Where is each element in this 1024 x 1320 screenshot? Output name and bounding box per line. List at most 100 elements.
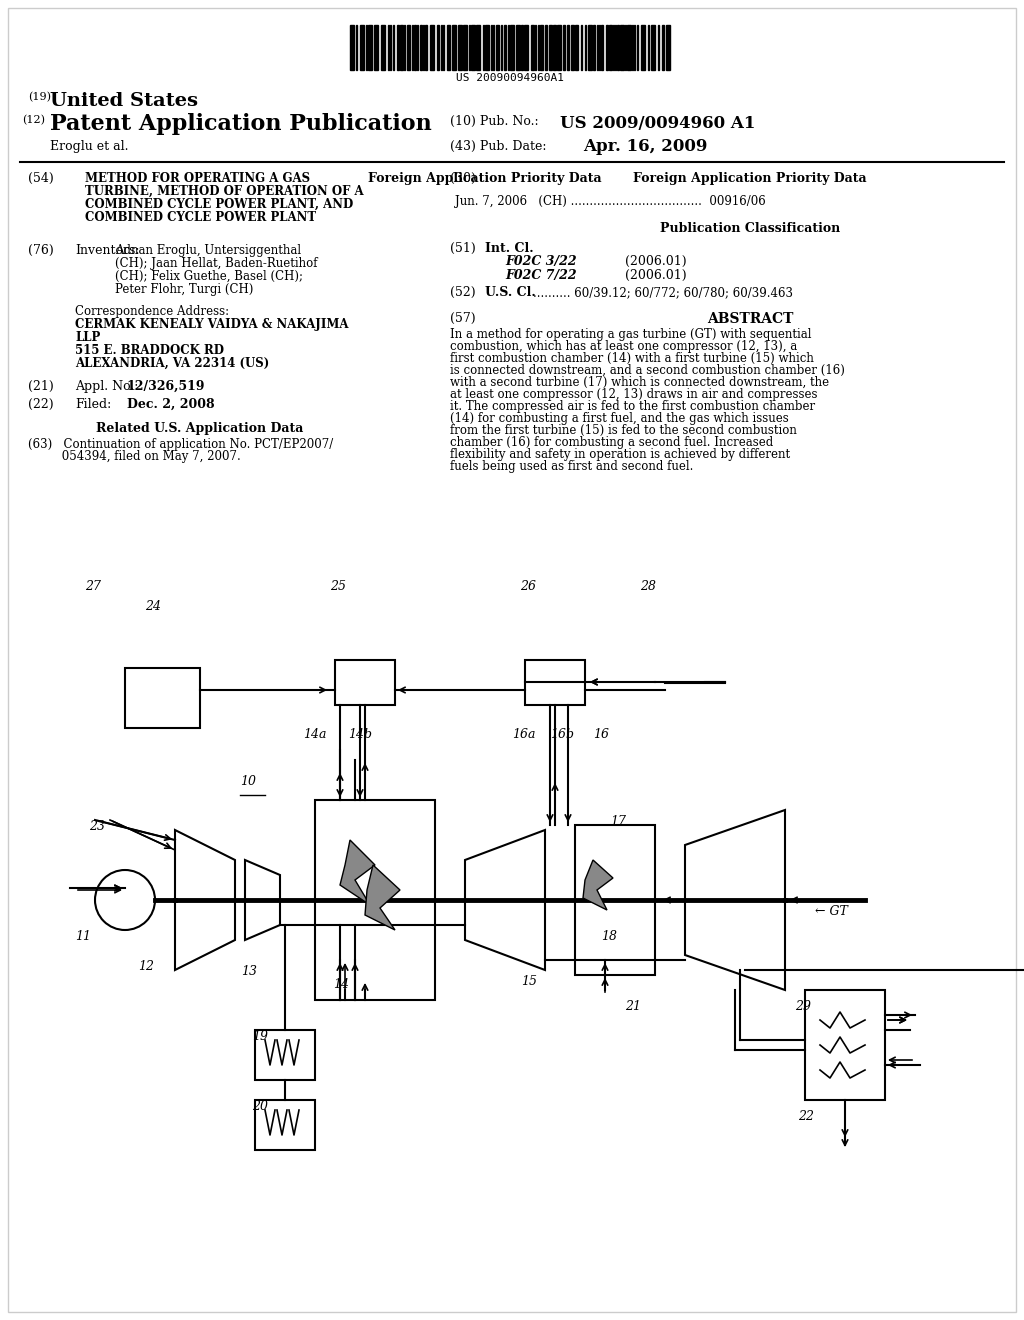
Text: US 20090094960A1: US 20090094960A1 (456, 73, 564, 83)
Bar (436, 25, 439, 70)
Bar (588, 25, 592, 70)
Bar (400, 25, 402, 70)
Bar (374, 25, 378, 70)
Text: 22: 22 (798, 1110, 814, 1123)
Bar (549, 25, 552, 70)
Bar (566, 25, 569, 70)
Bar (463, 25, 467, 70)
Text: US 2009/0094960 A1: US 2009/0094960 A1 (560, 115, 756, 132)
Bar (350, 25, 354, 70)
Text: Dec. 2, 2008: Dec. 2, 2008 (127, 399, 215, 411)
Text: 25: 25 (330, 579, 346, 593)
Text: 13: 13 (241, 965, 257, 978)
Text: Apr. 16, 2009: Apr. 16, 2009 (583, 139, 708, 154)
Bar (447, 25, 450, 70)
Bar (504, 25, 506, 70)
Bar (255, 1030, 315, 1080)
Text: (2006.01): (2006.01) (625, 269, 687, 282)
Text: is connected downstream, and a second combustion chamber (16): is connected downstream, and a second co… (450, 364, 845, 378)
Bar (525, 660, 585, 705)
Text: flexibility and safety in operation is achieved by different: flexibility and safety in operation is a… (450, 447, 791, 461)
Text: 12/326,519: 12/326,519 (127, 380, 206, 393)
Bar (368, 25, 372, 70)
Bar (540, 25, 543, 70)
Bar (562, 25, 565, 70)
Bar (617, 25, 618, 70)
Text: 28: 28 (640, 579, 656, 593)
Text: (10) Pub. No.:: (10) Pub. No.: (450, 115, 539, 128)
Text: ABSTRACT: ABSTRACT (707, 312, 794, 326)
Text: 26: 26 (520, 579, 536, 593)
Text: Foreign Application Priority Data: Foreign Application Priority Data (369, 172, 602, 185)
Text: .......... 60/39.12; 60/772; 60/780; 60/39.463: .......... 60/39.12; 60/772; 60/780; 60/… (534, 286, 793, 300)
Text: (14) for combusting a first fuel, and the gas which issues: (14) for combusting a first fuel, and th… (450, 412, 788, 425)
Text: Adnan Eroglu, Untersiggenthal: Adnan Eroglu, Untersiggenthal (115, 244, 301, 257)
Text: COMBINED CYCLE POWER PLANT, AND: COMBINED CYCLE POWER PLANT, AND (85, 198, 353, 211)
Text: CERMAK KENEALY VAIDYA & NAKAJIMA: CERMAK KENEALY VAIDYA & NAKAJIMA (75, 318, 348, 331)
Bar (593, 25, 595, 70)
Text: fuels being used as first and second fuel.: fuels being used as first and second fue… (450, 459, 693, 473)
Bar (407, 25, 410, 70)
Text: Jun. 7, 2006   (CH) ...................................  00916/06: Jun. 7, 2006 (CH) ......................… (455, 195, 766, 209)
Bar (470, 25, 474, 70)
Bar (355, 25, 357, 70)
Text: U.S. Cl.: U.S. Cl. (485, 286, 536, 300)
Bar (606, 25, 607, 70)
Text: from the first turbine (15) is fed to the second combustion: from the first turbine (15) is fed to th… (450, 424, 797, 437)
Bar (575, 825, 655, 975)
Text: 20: 20 (252, 1100, 268, 1113)
Text: United States: United States (50, 92, 198, 110)
Text: Foreign Application Priority Data: Foreign Application Priority Data (633, 172, 866, 185)
Bar (657, 25, 659, 70)
Text: (52): (52) (450, 286, 475, 300)
Text: 24: 24 (145, 601, 161, 612)
Text: (2006.01): (2006.01) (625, 255, 687, 268)
Bar (662, 25, 664, 70)
Bar (429, 25, 433, 70)
Text: 14b: 14b (348, 729, 372, 741)
Text: 17: 17 (610, 814, 626, 828)
Text: (63)   Continuation of application No. PCT/EP2007/: (63) Continuation of application No. PCT… (28, 438, 333, 451)
Text: 14a: 14a (303, 729, 327, 741)
Text: F02C 7/22: F02C 7/22 (505, 269, 577, 282)
Text: Filed:: Filed: (75, 399, 112, 411)
Bar (620, 25, 624, 70)
Bar (501, 25, 502, 70)
Text: 054394, filed on May 7, 2007.: 054394, filed on May 7, 2007. (28, 450, 241, 463)
Bar (666, 25, 670, 70)
Bar (425, 25, 427, 70)
Text: Publication Classification: Publication Classification (659, 222, 840, 235)
Bar (640, 25, 644, 70)
Text: 29: 29 (795, 1001, 811, 1012)
Bar (531, 25, 534, 70)
Text: 23: 23 (89, 820, 105, 833)
Bar (600, 25, 603, 70)
Text: COMBINED CYCLE POWER PLANT: COMBINED CYCLE POWER PLANT (85, 211, 316, 224)
Bar (609, 25, 611, 70)
Text: 27: 27 (85, 579, 101, 593)
Bar (627, 25, 631, 70)
Text: (CH); Jaan Hellat, Baden-Ruetihof: (CH); Jaan Hellat, Baden-Ruetihof (115, 257, 317, 271)
Text: In a method for operating a gas turbine (GT) with sequential: In a method for operating a gas turbine … (450, 327, 811, 341)
Bar (125, 668, 200, 729)
Text: 16a: 16a (512, 729, 536, 741)
Bar (556, 25, 560, 70)
Text: (54): (54) (28, 172, 53, 185)
Bar (515, 25, 519, 70)
Text: (12): (12) (22, 115, 45, 125)
Text: Correspondence Address:: Correspondence Address: (75, 305, 229, 318)
Text: (57): (57) (450, 312, 475, 325)
Bar (458, 25, 462, 70)
Text: TURBINE, METHOD OF OPERATION OF A: TURBINE, METHOD OF OPERATION OF A (85, 185, 364, 198)
Text: LLP: LLP (75, 331, 100, 345)
Text: 11: 11 (75, 931, 91, 942)
Text: (22): (22) (28, 399, 53, 411)
Text: 16: 16 (593, 729, 609, 741)
Bar (452, 25, 456, 70)
Text: 10: 10 (240, 775, 256, 788)
Bar (553, 25, 555, 70)
Bar (625, 25, 626, 70)
Polygon shape (340, 840, 375, 906)
Text: with a second turbine (17) which is connected downstream, the: with a second turbine (17) which is conn… (450, 376, 829, 389)
Text: combustion, which has at least one compressor (12, 13), a: combustion, which has at least one compr… (450, 341, 798, 352)
